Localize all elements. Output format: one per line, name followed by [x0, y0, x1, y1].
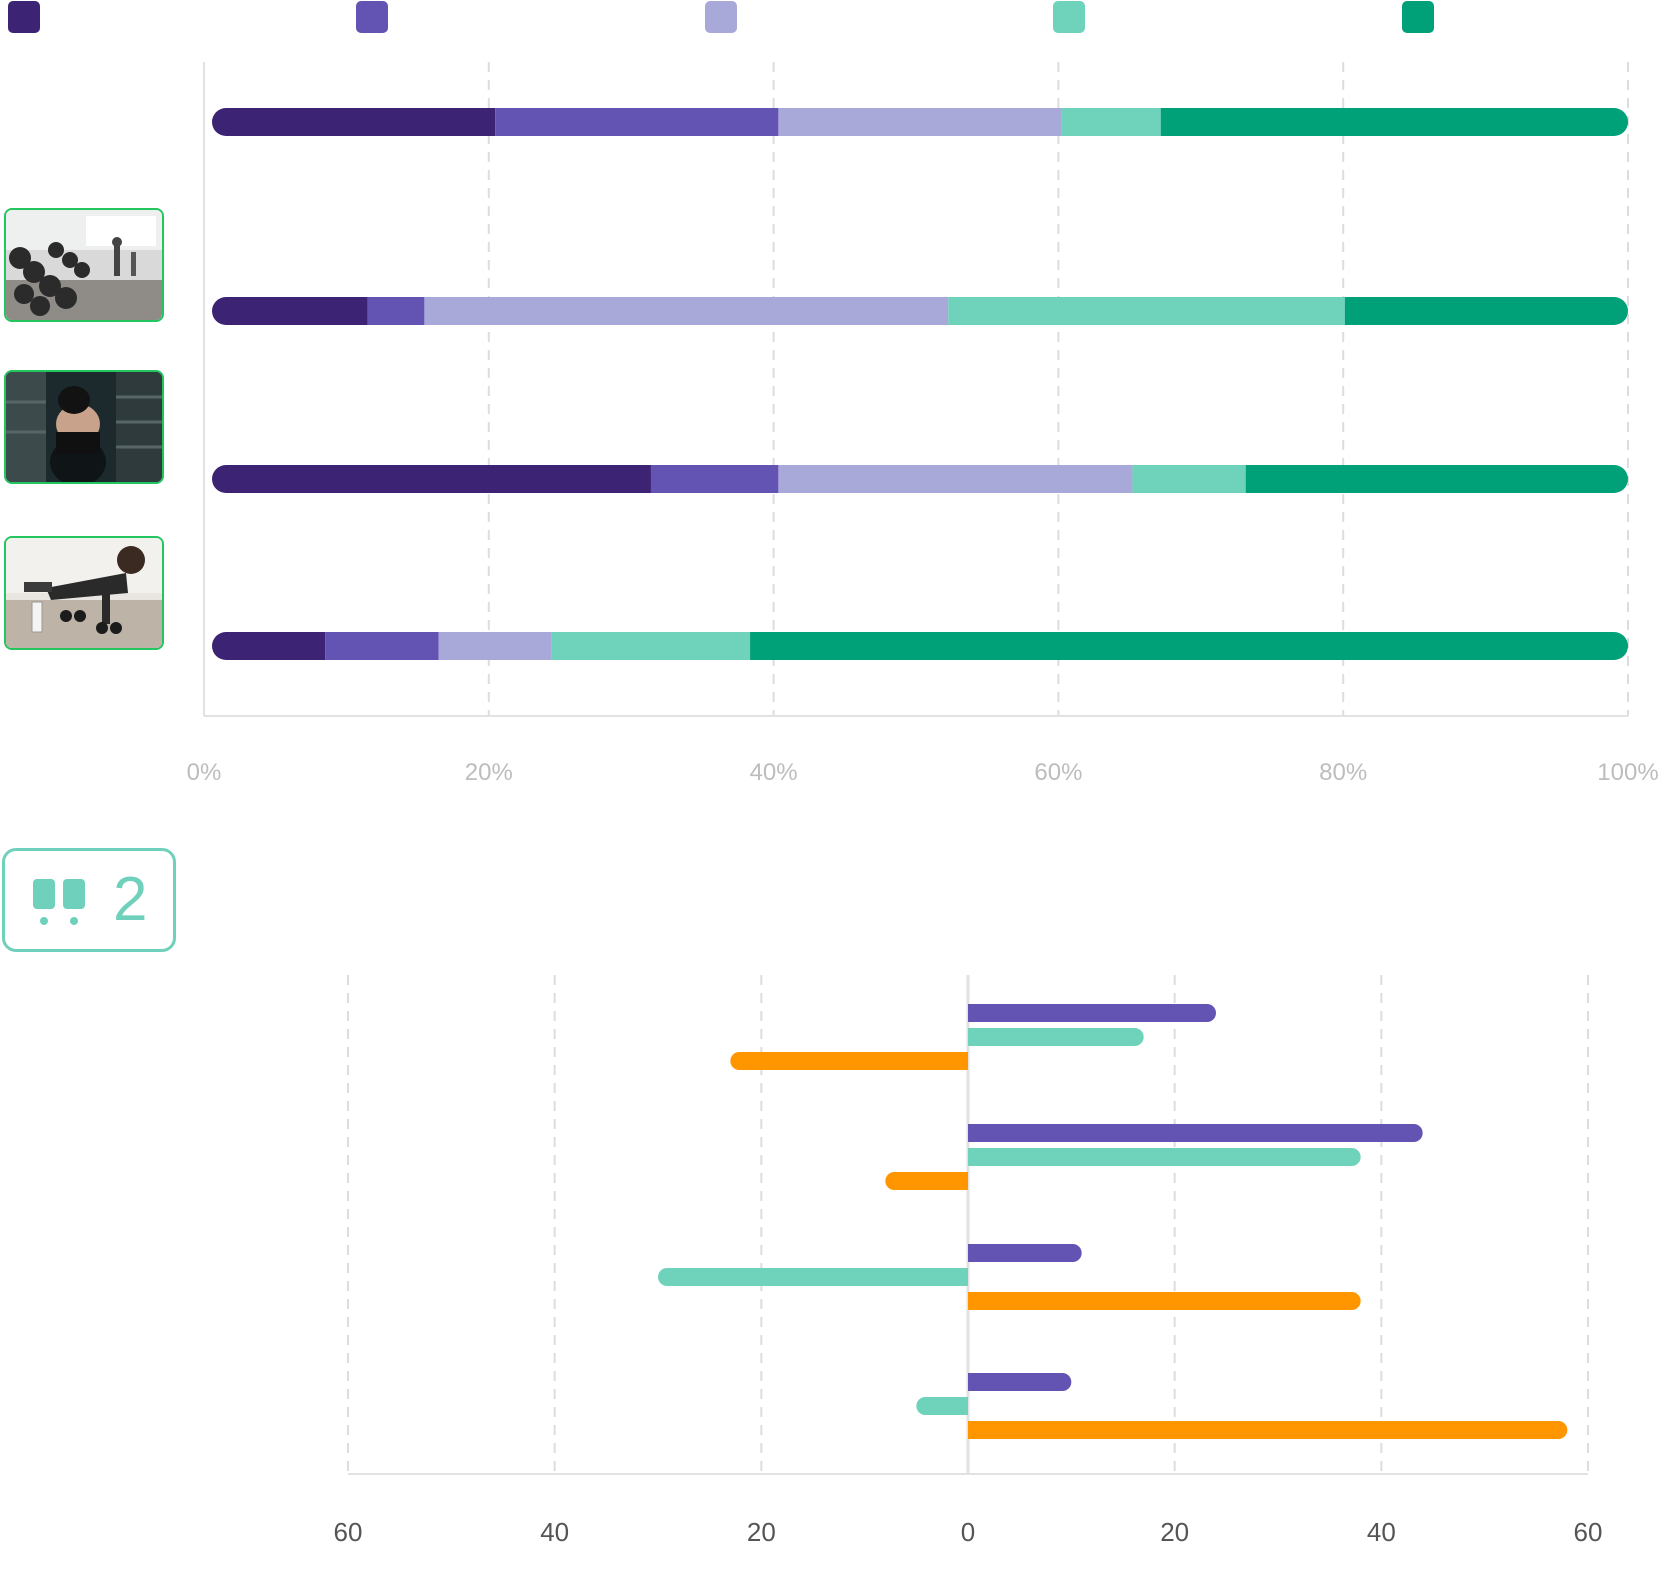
x-tick-label: 60	[1574, 1517, 1603, 1547]
x-tick-label: 20	[1160, 1517, 1189, 1547]
thumbnail-pushup-photo	[4, 536, 164, 650]
bar-segment	[367, 297, 425, 325]
bar-segment	[212, 297, 368, 325]
bar-segment	[1160, 108, 1628, 136]
diverging-bar	[885, 1172, 968, 1190]
thumbnail-gym-photo	[4, 208, 164, 322]
diverging-bar	[658, 1268, 968, 1286]
bar-segment	[778, 108, 1062, 136]
legend-swatch	[705, 1, 737, 33]
bar-segment	[325, 632, 439, 660]
x-tick-label: 60	[334, 1517, 363, 1547]
x-tick-label: 40	[1367, 1517, 1396, 1547]
bar-segment	[212, 465, 651, 493]
bar-segment	[778, 465, 1133, 493]
bar-segment	[1344, 297, 1628, 325]
bar-segment	[1061, 108, 1161, 136]
legend-swatch	[1053, 1, 1085, 33]
diverging-bar	[968, 1028, 1144, 1046]
bar-segment	[650, 465, 779, 493]
diverging-bar	[968, 1373, 1072, 1391]
x-tick-label: 0%	[187, 759, 222, 786]
stacked-bar-row	[212, 297, 1628, 325]
diverging-bar	[968, 1292, 1361, 1310]
x-tick-label: 0	[961, 1517, 975, 1547]
stacked-bar-row	[212, 465, 1628, 493]
diverging-bar	[916, 1397, 968, 1415]
diverging-bar	[968, 1124, 1423, 1142]
quote-marks-icon	[33, 879, 85, 925]
legend-swatch	[1402, 1, 1434, 33]
bar-segment	[551, 632, 751, 660]
x-tick-label: 40	[540, 1517, 569, 1547]
x-tick-label: 40%	[750, 759, 798, 786]
bar-segment	[1245, 465, 1628, 493]
diverging-bar	[968, 1244, 1082, 1262]
x-tick-label: 20%	[465, 759, 513, 786]
diverging-bar	[968, 1148, 1361, 1166]
diverging-bar	[730, 1052, 968, 1070]
bar-segment	[948, 297, 1345, 325]
bar-segment	[495, 108, 779, 136]
legend-swatch	[356, 1, 388, 33]
stacked-percent-bar-chart: 0% 20% 40% 60% 80% 100%	[187, 62, 1659, 786]
x-tick-label: 100%	[1597, 759, 1658, 786]
thumbnail-boxing-photo	[4, 370, 164, 484]
x-tick-label: 80%	[1319, 759, 1367, 786]
bar-segment	[438, 632, 552, 660]
stacked-bar-row	[212, 632, 1628, 660]
section-number: 2	[113, 865, 148, 934]
bar-segment	[424, 297, 949, 325]
bar-segment	[212, 632, 326, 660]
bar-segment	[750, 632, 1628, 660]
section-2-badge: 2	[2, 848, 176, 952]
bar-segment	[212, 108, 496, 136]
legend	[0, 0, 1662, 40]
diverging-bar	[968, 1421, 1568, 1439]
stacked-bar-row	[212, 108, 1628, 136]
legend-swatch	[8, 1, 40, 33]
x-tick-label: 60%	[1034, 759, 1082, 786]
bar-segment	[1132, 465, 1246, 493]
diverging-bar	[968, 1004, 1216, 1022]
x-tick-label: 20	[747, 1517, 776, 1547]
